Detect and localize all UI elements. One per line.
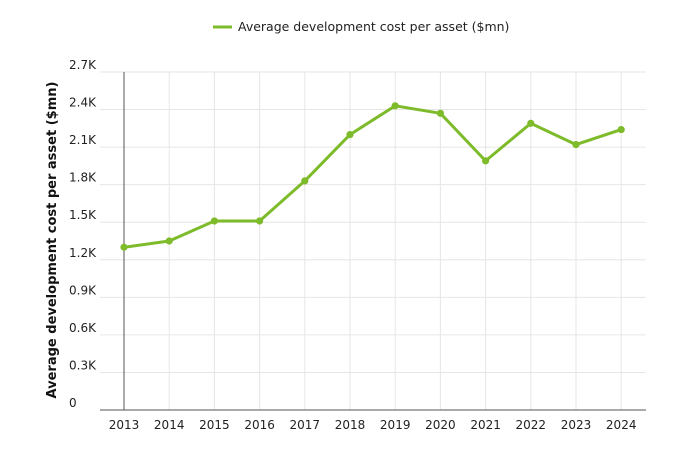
x-tick-label: 2013 (109, 418, 140, 432)
data-point[interactable] (165, 237, 173, 245)
data-point[interactable] (301, 177, 309, 185)
data-point[interactable] (617, 125, 625, 134)
y-tick-label: 0 (69, 396, 77, 410)
data-point[interactable] (482, 157, 490, 165)
data-point[interactable] (120, 243, 128, 251)
y-tick-label: 0.9K (69, 283, 97, 297)
x-tick-label: 2023 (561, 418, 592, 432)
y-axis-title: Average development cost per asset ($mn) (45, 82, 60, 399)
data-point[interactable] (346, 130, 354, 139)
data-point[interactable] (256, 217, 264, 225)
data-point[interactable] (572, 141, 580, 149)
y-tick-label: 2.4K (69, 96, 97, 110)
y-tick-label: 1.5K (69, 208, 97, 222)
data-point[interactable] (391, 102, 399, 110)
x-tick-label: 2019 (380, 418, 411, 432)
data-point[interactable] (436, 109, 444, 117)
grid (100, 71, 646, 410)
series-line (123, 104, 622, 249)
x-tick-label: 2015 (199, 418, 230, 432)
x-tick-label: 2016 (244, 418, 275, 432)
x-tick-label: 2022 (516, 418, 547, 432)
legend[interactable]: Average development cost per asset ($mn) (213, 19, 509, 34)
x-tick-label: 2024 (606, 418, 637, 432)
y-tick-label: 0.6K (69, 321, 97, 335)
y-tick-label: 2.1K (69, 133, 97, 147)
x-tick-label: 2018 (335, 418, 366, 432)
y-tick-label: 1.8K (69, 171, 97, 185)
axes (100, 72, 646, 411)
y-tick-label: 0.3K (69, 358, 97, 372)
y-tick-label: 2.7K (69, 58, 97, 72)
x-tick-label: 2017 (290, 418, 321, 432)
y-tick-labels: 0 0.3K 0.6K 0.9K 1.2K 1.5K 1.8K 2.1K 2.4K 2.7K (69, 58, 97, 410)
series (120, 102, 625, 251)
x-tick-labels: 2013 2014 2015 2016 2017 2018 2019 2020 2021 2022… (109, 418, 637, 432)
data-point[interactable] (210, 217, 218, 225)
data-point[interactable] (527, 119, 535, 127)
legend-label: Average development cost per asset ($mn) (238, 19, 509, 34)
x-tick-label: 2020 (425, 418, 456, 432)
x-tick-label: 2021 (470, 418, 501, 432)
x-tick-label: 2014 (154, 418, 185, 432)
y-tick-label: 1.2K (69, 246, 97, 260)
